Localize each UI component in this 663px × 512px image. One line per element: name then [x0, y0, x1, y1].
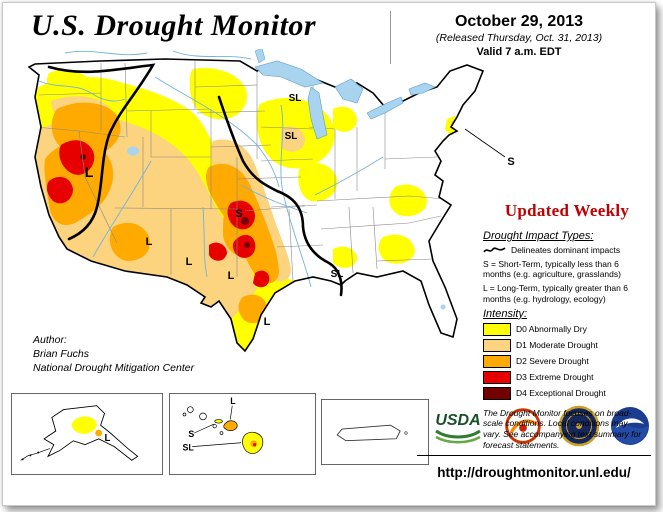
author-name: Brian Fuchs [33, 348, 90, 361]
drought-monitor-page: U.S. Drought Monitor October 29, 2013 (R… [2, 2, 656, 506]
valid-time: Valid 7 a.m. EDT [476, 46, 562, 58]
legend-swatch-d0 [483, 322, 511, 336]
impact-line-icon [483, 247, 506, 253]
legend-panel: Updated Weekly Drought Impact Types: Del… [483, 201, 651, 450]
author-label: Author: [33, 334, 67, 346]
legend-label-d2: D2 Severe Drought [516, 356, 589, 367]
map-label-new-england: S [507, 156, 514, 168]
hawaii-map: L S SL [182, 396, 264, 454]
maui [223, 420, 238, 432]
ndmc-logo [505, 408, 542, 444]
puerto-rico-inset [321, 399, 429, 465]
noaa-logo [610, 407, 649, 445]
date-block: October 29, 2013 (Released Thursday, Oct… [390, 11, 647, 64]
puerto-rico-outline [336, 424, 401, 442]
vieques [404, 431, 408, 435]
hawaii-label-s: S [188, 429, 194, 439]
legend-label-d4: D4 Exceptional Drought [516, 388, 606, 399]
canada-water [64, 49, 266, 64]
long-term-definition: L = Long-Term, typically greater than 6 … [483, 283, 628, 304]
map-label-nevada: L [85, 164, 94, 180]
us-drought-map: SL SL L L L S L L SL S [27, 49, 515, 353]
map-label-wisconsin: SL [285, 131, 298, 142]
release-date: (Released Thursday, Oct. 31, 2013) [435, 32, 603, 44]
droughtmonitor-url[interactable]: http://droughtmonitor.unl.edu/ [417, 455, 651, 480]
lake-okeechobee [440, 304, 446, 310]
legend-label-d3: D3 Extreme Drought [516, 372, 594, 383]
legend-swatch-d3 [483, 370, 511, 384]
legend-swatch-d1 [483, 338, 511, 352]
legend-swatch-d2 [483, 354, 511, 368]
kauai [187, 406, 194, 413]
lake-ontario [408, 82, 436, 96]
author-block: Author: Brian Fuchs National Drought Mit… [33, 333, 194, 376]
great-salt-lake [127, 146, 139, 156]
state-borders [34, 61, 446, 282]
lake-michigan [307, 86, 328, 140]
legend-label-d1: D1 Moderate Drought [516, 340, 598, 351]
legend-item-d3: D3 Extreme Drought [483, 370, 651, 384]
hawaii-label-l: L [230, 396, 236, 406]
map-label-new-mexico: L [186, 256, 193, 268]
map-label-kansas: S [235, 208, 242, 220]
page-title: U.S. Drought Monitor [31, 9, 317, 42]
alaska-map: L [20, 405, 139, 461]
impact-line-label: Delineates dominant impacts [511, 245, 621, 255]
map-label-arizona: L [146, 236, 153, 248]
kahoolawe [219, 431, 224, 435]
puerto-rico-map [336, 424, 408, 442]
legend-item-d0: D0 Abnormally Dry [483, 322, 651, 336]
cpc-seal-logo [558, 405, 599, 447]
disclaimer-text: The Drought Monitor focuses on broad-sca… [483, 407, 642, 450]
updated-weekly: Updated Weekly [504, 201, 630, 220]
hawaii-inset: L S SL [169, 393, 316, 475]
new-england-pointer-line [464, 128, 506, 158]
great-lakes [254, 60, 436, 140]
lanai [212, 424, 217, 429]
alaska-inset: L [11, 393, 163, 475]
impact-line-row: Delineates dominant impacts [483, 245, 651, 255]
alaska-impact-label: L [105, 433, 111, 444]
lake-superior [254, 60, 324, 88]
impact-types-heading: Drought Impact Types: [483, 230, 594, 242]
molokai [214, 419, 223, 424]
usda-logo: USDA [435, 412, 481, 444]
short-term-definition: S = Short-Term, typically less than 6 mo… [483, 259, 621, 280]
map-label-minnesota: SL [289, 93, 302, 104]
legend-item-d4: D4 Exceptional Drought [483, 386, 651, 400]
alaska-outline [43, 405, 139, 461]
intensity-heading: Intensity: [483, 307, 528, 320]
map-label-west-texas: L [228, 270, 235, 282]
logo-row: USDA [427, 401, 651, 451]
legend-item-d2: D2 Severe Drought [483, 354, 651, 368]
lake-erie [366, 96, 404, 120]
lake-huron [334, 78, 364, 104]
map-label-south-texas: L [264, 316, 271, 328]
svg-text:USDA: USDA [435, 412, 480, 429]
niihau [182, 412, 187, 417]
oahu [199, 412, 207, 421]
legend-label-d0: D0 Abnormally Dry [516, 324, 587, 335]
rivers [38, 76, 446, 310]
aleutian-islands [20, 448, 51, 461]
legend-item-d1: D1 Moderate Drought [483, 338, 651, 352]
map-label-louisiana: SL [331, 269, 344, 280]
report-date: October 29, 2013 [454, 13, 584, 30]
impact-boundary-lines [47, 63, 343, 297]
map-impact-labels: SL SL L L L S L L SL S [85, 93, 515, 328]
legend-swatch-d4 [483, 386, 511, 400]
hawaii-label-sl: SL [183, 443, 195, 453]
author-org: National Drought Mitigation Center [33, 362, 195, 375]
